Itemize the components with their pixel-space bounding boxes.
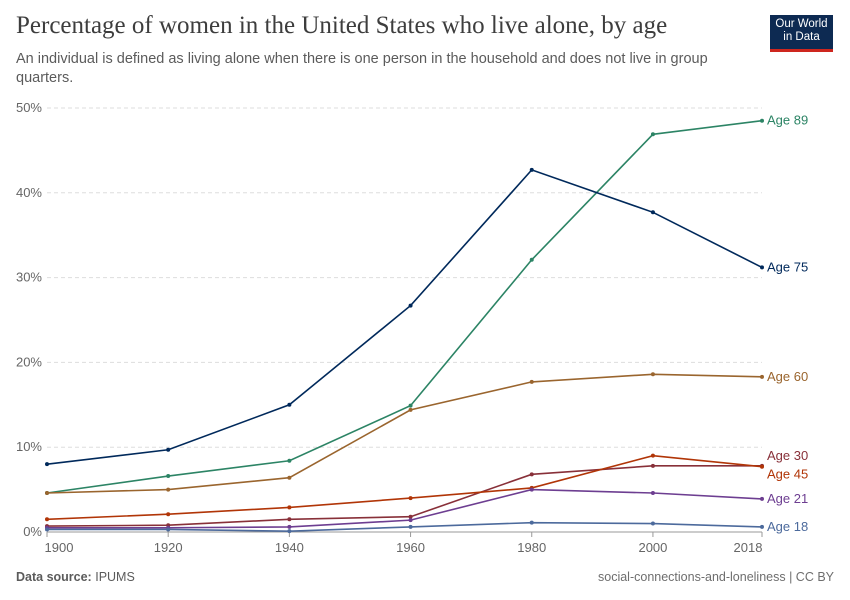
chart-title: Percentage of women in the United States…: [16, 12, 668, 39]
series-label: Age 89: [767, 113, 808, 128]
data-point: [166, 447, 171, 452]
data-point: [650, 210, 655, 215]
y-tick-label: 30%: [16, 270, 42, 285]
x-tick-label: 1980: [517, 540, 546, 555]
series-label: Age 30: [767, 448, 808, 463]
data-point: [166, 512, 171, 517]
series-label: Age 75: [767, 259, 808, 274]
data-point: [45, 490, 49, 495]
data-point: [408, 407, 413, 412]
data-point: [529, 379, 534, 384]
data-point: [45, 462, 49, 467]
chart-subtitle: An individual is defined as living alone…: [16, 51, 708, 86]
data-point: [529, 472, 534, 477]
data-point: [408, 303, 413, 308]
series-label: Age 45: [767, 467, 808, 482]
data-point: [650, 463, 655, 468]
data-point: [45, 517, 49, 522]
data-point: [166, 487, 171, 492]
data-point: [408, 496, 413, 501]
data-point: [760, 374, 764, 379]
data-point: [529, 487, 534, 492]
data-point: [287, 517, 292, 522]
x-tick-label: 1920: [154, 540, 183, 555]
series-label: Age 60: [767, 369, 808, 384]
data-point: [529, 167, 534, 172]
data-point: [408, 403, 413, 408]
x-tick-label: 2018: [734, 540, 763, 555]
data-point: [287, 402, 292, 407]
x-tick-label: 1900: [45, 540, 74, 555]
series-line: [46, 168, 763, 465]
y-tick-label: 20%: [16, 354, 42, 369]
series-line: [46, 119, 763, 494]
owid-logo[interactable]: Our World in Data: [770, 15, 833, 52]
data-point: [166, 527, 171, 532]
data-point: [650, 132, 655, 137]
data-point: [760, 265, 764, 270]
data-point: [650, 453, 655, 458]
data-point: [760, 524, 764, 529]
series-line: [47, 488, 763, 529]
license[interactable]: social-connections-and-loneliness | CC B…: [598, 570, 834, 584]
data-point: [287, 458, 292, 463]
y-tick-label: 50%: [16, 100, 42, 115]
data-point: [408, 524, 413, 529]
data-source: Data source: IPUMS: [16, 570, 135, 584]
data-point: [529, 520, 534, 525]
x-tick-label: 2000: [638, 540, 667, 555]
y-tick-label: 10%: [16, 439, 42, 454]
x-tick-label: 1940: [275, 540, 304, 555]
data-point: [650, 521, 655, 526]
data-point: [650, 372, 655, 377]
data-point: [529, 257, 534, 262]
data-point: [650, 490, 655, 495]
series-line: [46, 373, 763, 494]
data-point: [287, 524, 292, 529]
data-point: [760, 118, 764, 123]
series-label: Age 21: [767, 491, 808, 506]
x-tick-label: 1960: [396, 540, 425, 555]
series-label: Age 18: [767, 519, 808, 534]
source-label: Data source:: [16, 570, 92, 584]
data-point: [45, 527, 49, 532]
data-point: [287, 529, 292, 534]
data-point: [287, 505, 292, 510]
data-point: [408, 518, 413, 523]
source-link[interactable]: IPUMS: [95, 570, 135, 584]
data-point: [166, 474, 171, 479]
data-point: [408, 514, 413, 519]
y-tick-label: 0%: [23, 524, 42, 539]
y-tick-label: 40%: [16, 185, 42, 200]
data-point: [287, 475, 292, 480]
data-point: [760, 464, 764, 469]
data-point: [760, 496, 764, 501]
series-line: [46, 465, 762, 527]
